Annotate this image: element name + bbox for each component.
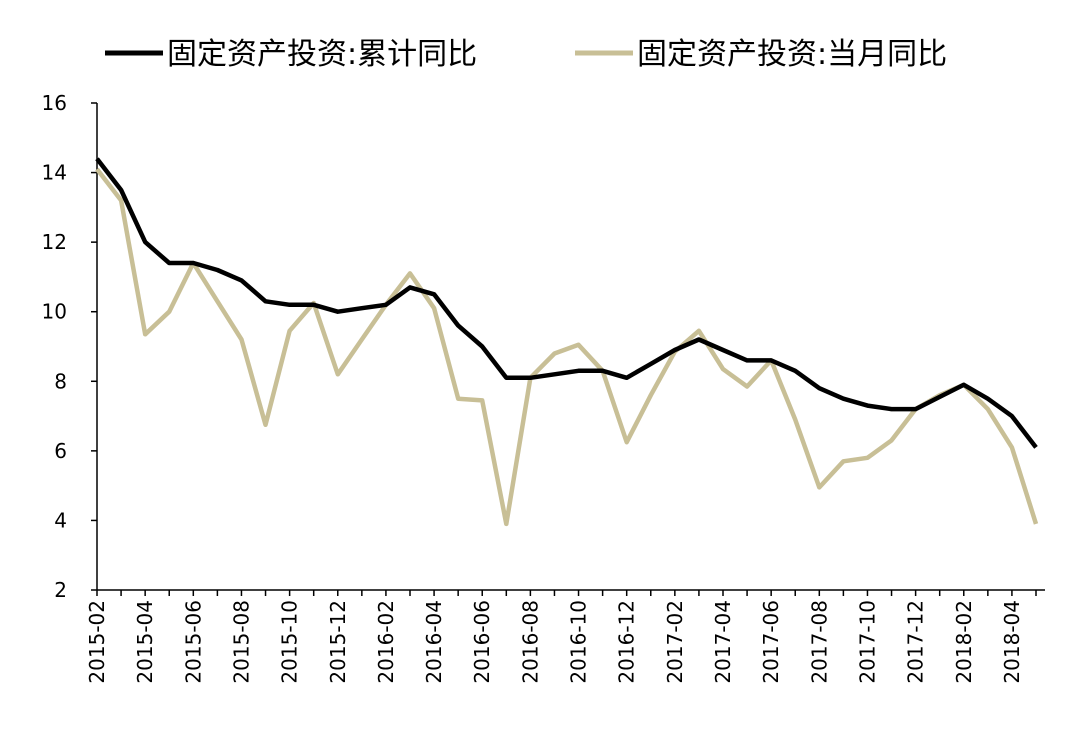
x-tick-label: 2018-02 bbox=[952, 600, 976, 684]
legend-label: 固定资产投资:累计同比 bbox=[167, 37, 477, 72]
y-tick-label: 4 bbox=[54, 508, 67, 532]
x-tick-label: 2017-10 bbox=[855, 600, 879, 684]
x-tick-label: 2017-08 bbox=[807, 600, 831, 684]
x-tick-label: 2016-06 bbox=[470, 600, 494, 684]
x-tick-label: 2015-10 bbox=[278, 600, 302, 684]
legend-label: 固定资产投资:当月同比 bbox=[637, 37, 947, 72]
y-tick-label: 2 bbox=[54, 578, 67, 602]
x-tick-label: 2015-04 bbox=[133, 600, 157, 684]
x-tick-label: 2017-06 bbox=[759, 600, 783, 684]
y-tick-label: 16 bbox=[42, 91, 67, 115]
y-tick-label: 14 bbox=[42, 161, 67, 185]
series-line bbox=[95, 167, 1039, 527]
x-tick-label: 2017-02 bbox=[663, 600, 687, 684]
x-tick-label: 2016-10 bbox=[567, 600, 591, 684]
x-tick-label: 2015-06 bbox=[181, 600, 205, 684]
x-tick-label: 2016-08 bbox=[518, 600, 542, 684]
series-line bbox=[95, 157, 1038, 449]
x-tick-label: 2017-04 bbox=[711, 600, 735, 684]
x-tick-label: 2017-12 bbox=[904, 600, 928, 684]
x-tick-label: 2016-04 bbox=[422, 600, 446, 684]
x-tick-label: 2016-12 bbox=[615, 600, 639, 684]
y-tick-label: 12 bbox=[42, 230, 67, 254]
y-tick-label: 6 bbox=[54, 439, 67, 463]
x-tick-label: 2015-02 bbox=[85, 600, 109, 684]
x-tick-label: 2015-12 bbox=[326, 600, 350, 684]
x-tick-label: 2018-04 bbox=[1000, 600, 1024, 684]
x-tick-label: 2016-02 bbox=[374, 600, 398, 684]
x-tick-label: 2015-08 bbox=[229, 600, 253, 684]
y-tick-label: 8 bbox=[54, 369, 67, 393]
y-tick-label: 10 bbox=[42, 300, 67, 324]
